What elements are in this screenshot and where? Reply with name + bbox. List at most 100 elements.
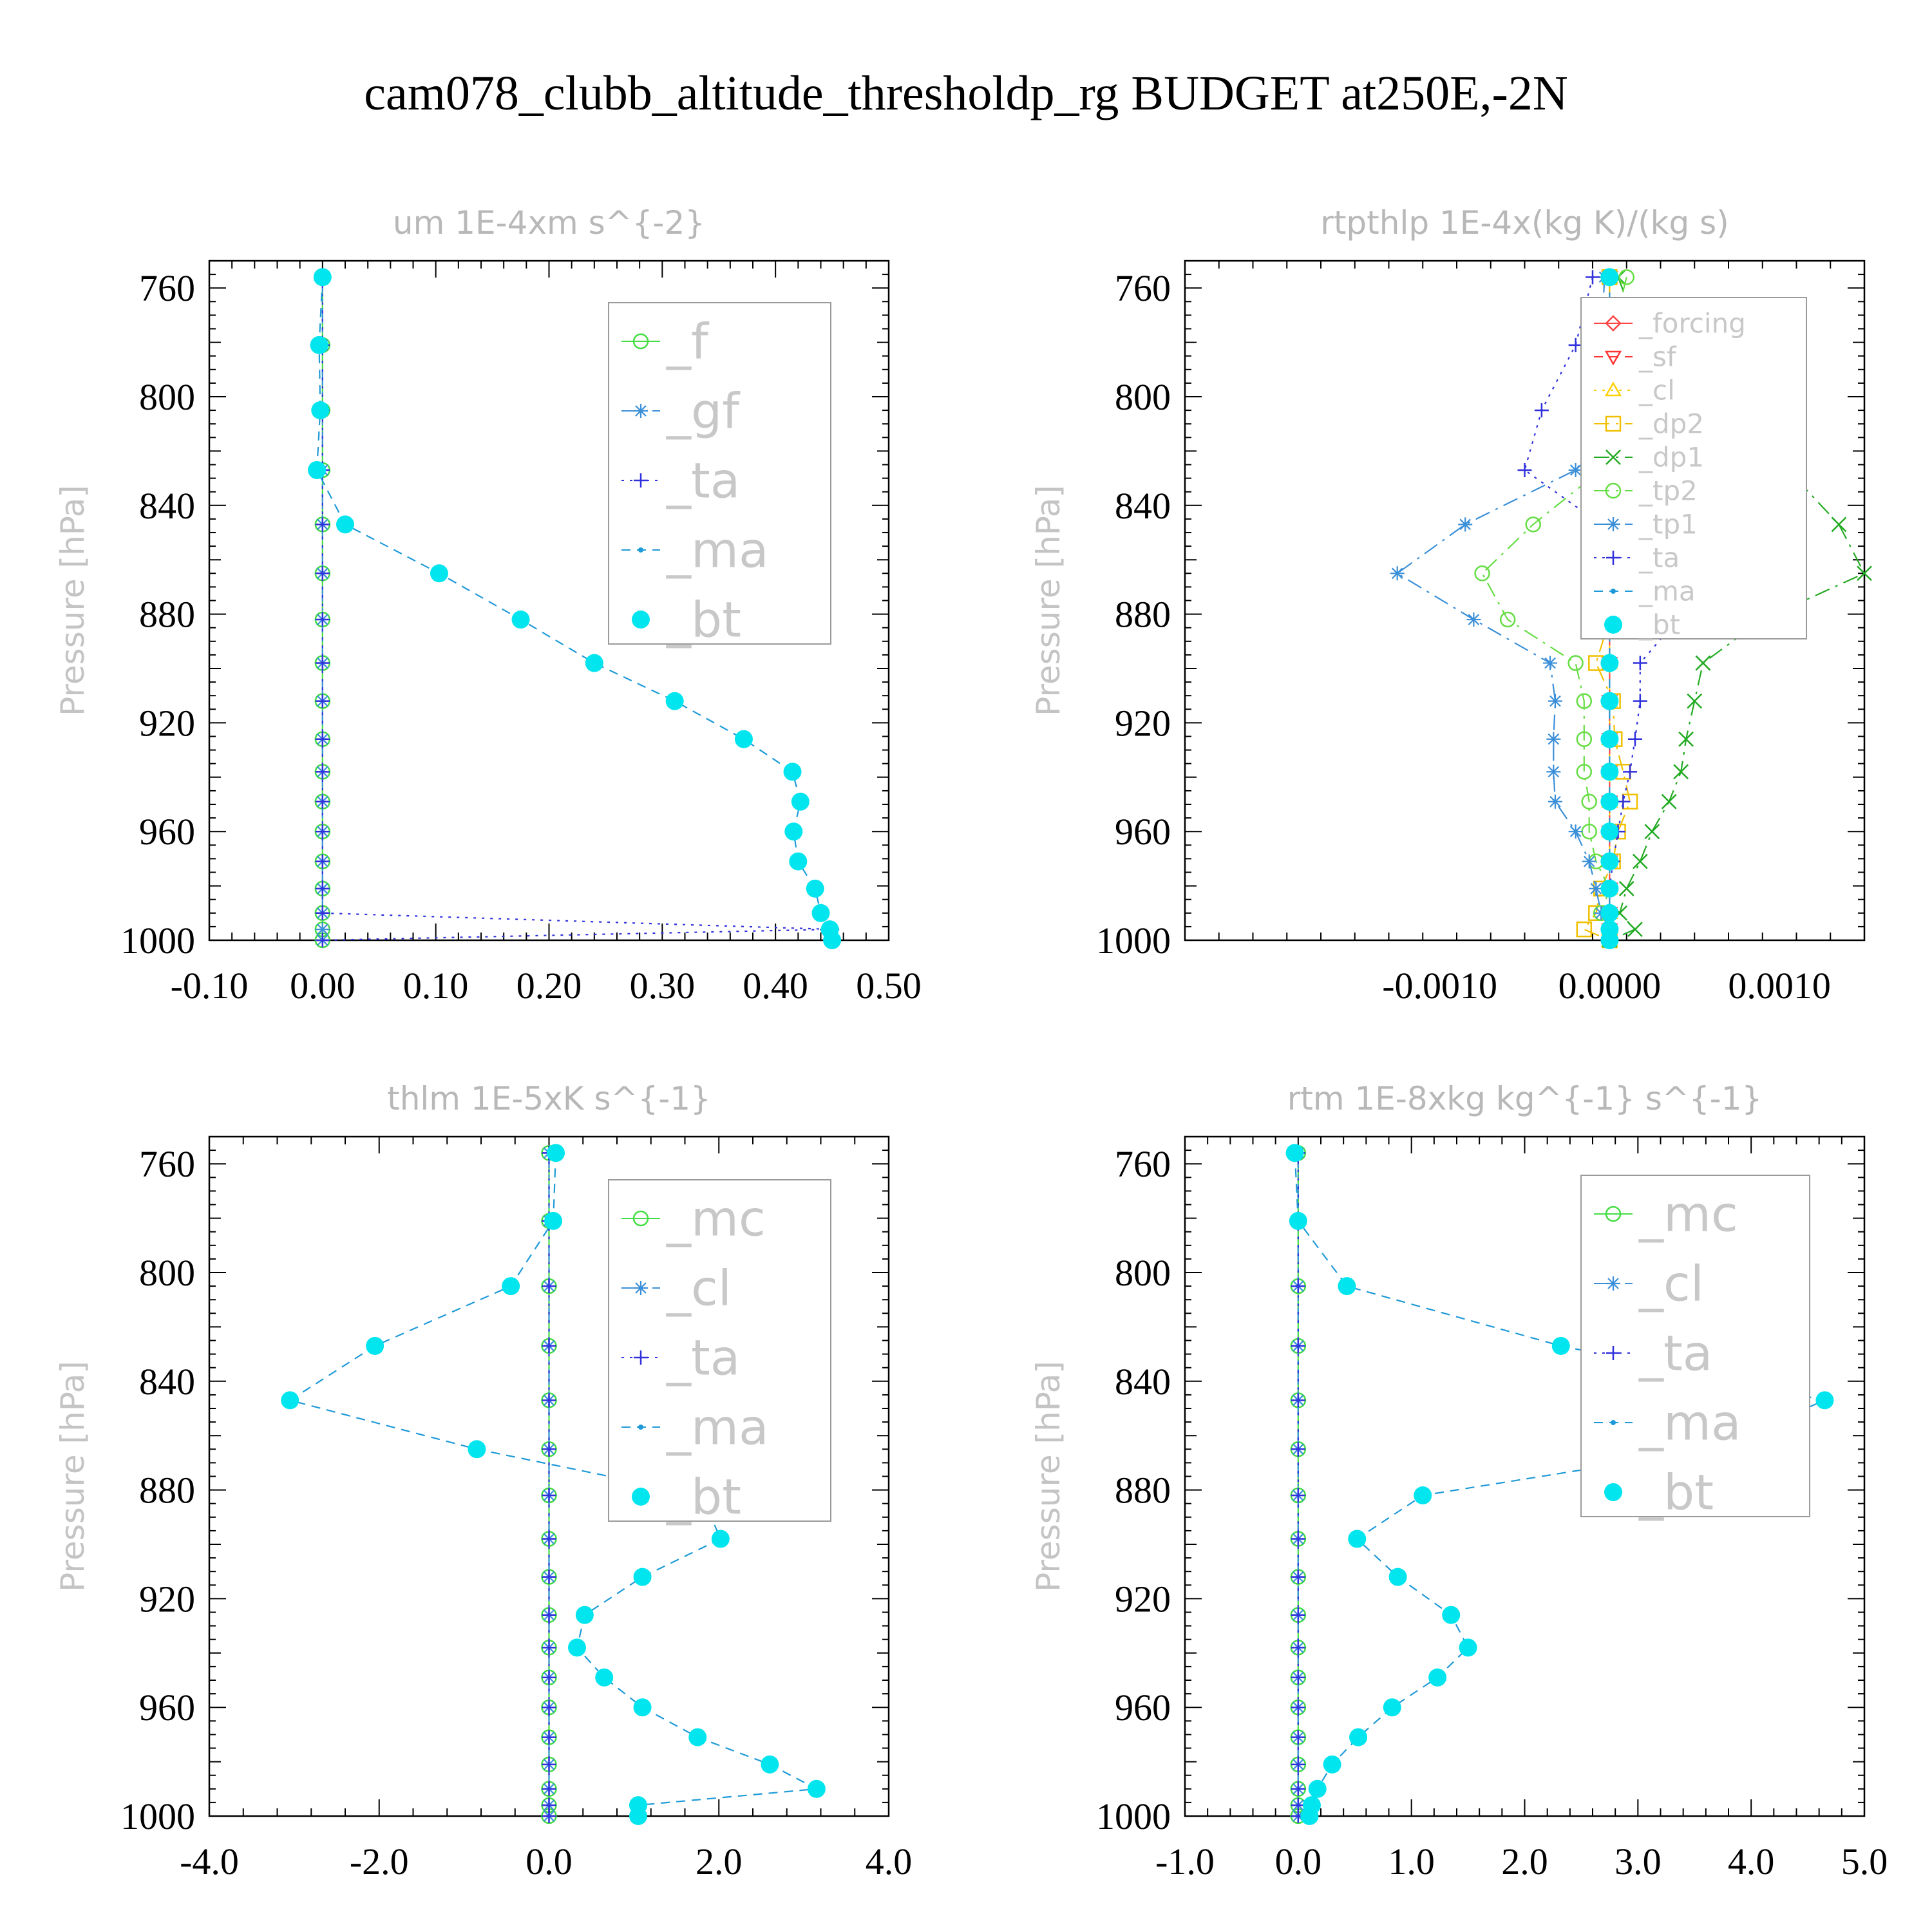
y-axis-label: Pressure [hPa] <box>1030 485 1067 716</box>
panel-title: thlm 1E-5xK s^{-1} <box>387 1080 711 1117</box>
data-point <box>761 1755 779 1774</box>
legend-label: _ma <box>666 1399 769 1456</box>
data-point <box>665 692 684 710</box>
panel-4: rtm 1E-8xkg kg^{-1} s^{-1} Pressure [hPa]… <box>1030 1080 1888 1882</box>
data-point <box>1291 1670 1305 1685</box>
data-point <box>1349 1728 1368 1747</box>
data-point <box>789 852 808 871</box>
data-point <box>542 1757 556 1772</box>
legend-label: _ma <box>666 522 769 579</box>
legend-entry: _ta <box>1594 1325 1712 1382</box>
data-point <box>336 515 354 534</box>
x-tick-label: 0.0 <box>1275 1841 1322 1882</box>
data-point <box>1627 732 1642 746</box>
legend-label: _bt <box>666 1468 741 1526</box>
data-point <box>1548 694 1562 708</box>
data-point <box>1618 880 1634 896</box>
data-point <box>542 1569 556 1584</box>
y-tick-label: 920 <box>139 1578 195 1620</box>
legend-entry: _dp2 <box>1594 408 1704 440</box>
data-point <box>568 1638 587 1657</box>
data-point <box>1568 824 1583 839</box>
legend-entry: _ma <box>1594 1394 1741 1452</box>
legend-box <box>608 1179 831 1522</box>
legend-entry: _forcing <box>1594 308 1746 339</box>
data-point <box>366 1336 384 1355</box>
data-point <box>1582 854 1596 869</box>
data-point <box>1291 1781 1305 1796</box>
legend-entry: _ma <box>621 522 769 579</box>
data-point <box>315 933 330 947</box>
legend-box <box>608 302 831 645</box>
data-point <box>1623 764 1638 779</box>
legend-marker <box>632 611 650 629</box>
data-point <box>1300 1807 1319 1825</box>
legend-marker <box>1604 616 1622 634</box>
y-tick-label: 760 <box>139 267 195 309</box>
legend-label: _dp2 <box>1638 408 1704 440</box>
legend-entry: _ta <box>621 1329 740 1387</box>
data-point <box>542 1338 556 1353</box>
data-point <box>308 460 327 479</box>
legend-entry: _dp1 <box>1594 442 1704 473</box>
x-tick-label: 0.10 <box>403 965 469 1007</box>
data-point <box>1581 793 1597 810</box>
data-point <box>1586 270 1600 285</box>
data-point <box>1600 792 1619 811</box>
legend-label: _bt <box>1638 1464 1714 1521</box>
legend-entry: _bt <box>1604 609 1680 641</box>
legend-box <box>1580 1175 1810 1517</box>
data-point <box>1632 853 1648 869</box>
y-tick-label: 1000 <box>1096 920 1171 961</box>
data-point <box>1576 731 1593 747</box>
data-point <box>595 1668 614 1687</box>
y-tick-label: 800 <box>139 376 195 418</box>
data-point <box>1673 764 1689 780</box>
legend-label: _mc <box>666 1190 766 1247</box>
data-point <box>1466 612 1481 627</box>
legend-entry: _ma <box>1594 576 1696 607</box>
data-point <box>1458 517 1473 532</box>
panel-3: thlm 1E-5xK s^{-1} Pressure [hPa] 760 800 84… <box>54 1080 912 1882</box>
data-point <box>1548 794 1562 809</box>
legend-label: _bt <box>666 591 741 649</box>
data-point <box>311 401 330 420</box>
data-point <box>1600 879 1619 898</box>
data-point <box>1499 611 1516 628</box>
data-point <box>1442 1605 1461 1624</box>
x-tick-label: 0.0010 <box>1728 965 1831 1007</box>
data-point <box>315 854 330 869</box>
y-tick-label: 960 <box>1115 1687 1171 1728</box>
data-point <box>542 1531 556 1546</box>
data-point <box>1525 516 1541 533</box>
data-point <box>1291 1393 1305 1408</box>
x-tick-label: -0.0010 <box>1382 965 1497 1007</box>
legend-marker <box>1605 482 1622 499</box>
data-point <box>1291 1338 1305 1353</box>
data-point <box>1285 1144 1304 1162</box>
data-point <box>542 1809 556 1823</box>
data-point <box>806 879 824 898</box>
panel-title: um 1E-4xm s^{-2} <box>393 204 705 242</box>
data-point <box>1576 921 1593 938</box>
legend-entry: _mc <box>621 1190 766 1247</box>
series-line <box>288 1153 819 1816</box>
legend-marker <box>634 473 648 488</box>
x-tick-label: 4.0 <box>866 1841 913 1882</box>
legend-entry: _bt <box>1604 1464 1714 1521</box>
y-tick-label: 880 <box>1115 594 1171 636</box>
legend-marker <box>634 404 648 418</box>
data-point <box>1308 1779 1327 1798</box>
legend-marker <box>1611 1420 1616 1425</box>
data-point <box>315 566 330 581</box>
x-tick-label: -2.0 <box>350 1841 409 1882</box>
legend-marker <box>1605 1206 1622 1222</box>
y-tick-label: 880 <box>1115 1470 1171 1511</box>
data-point <box>1338 1277 1356 1296</box>
legend-label: _ta <box>666 1329 740 1387</box>
legend-entry: _ma <box>621 1399 769 1456</box>
data-point <box>544 1211 563 1230</box>
data-point <box>542 1670 556 1685</box>
data-point <box>1551 1336 1570 1355</box>
